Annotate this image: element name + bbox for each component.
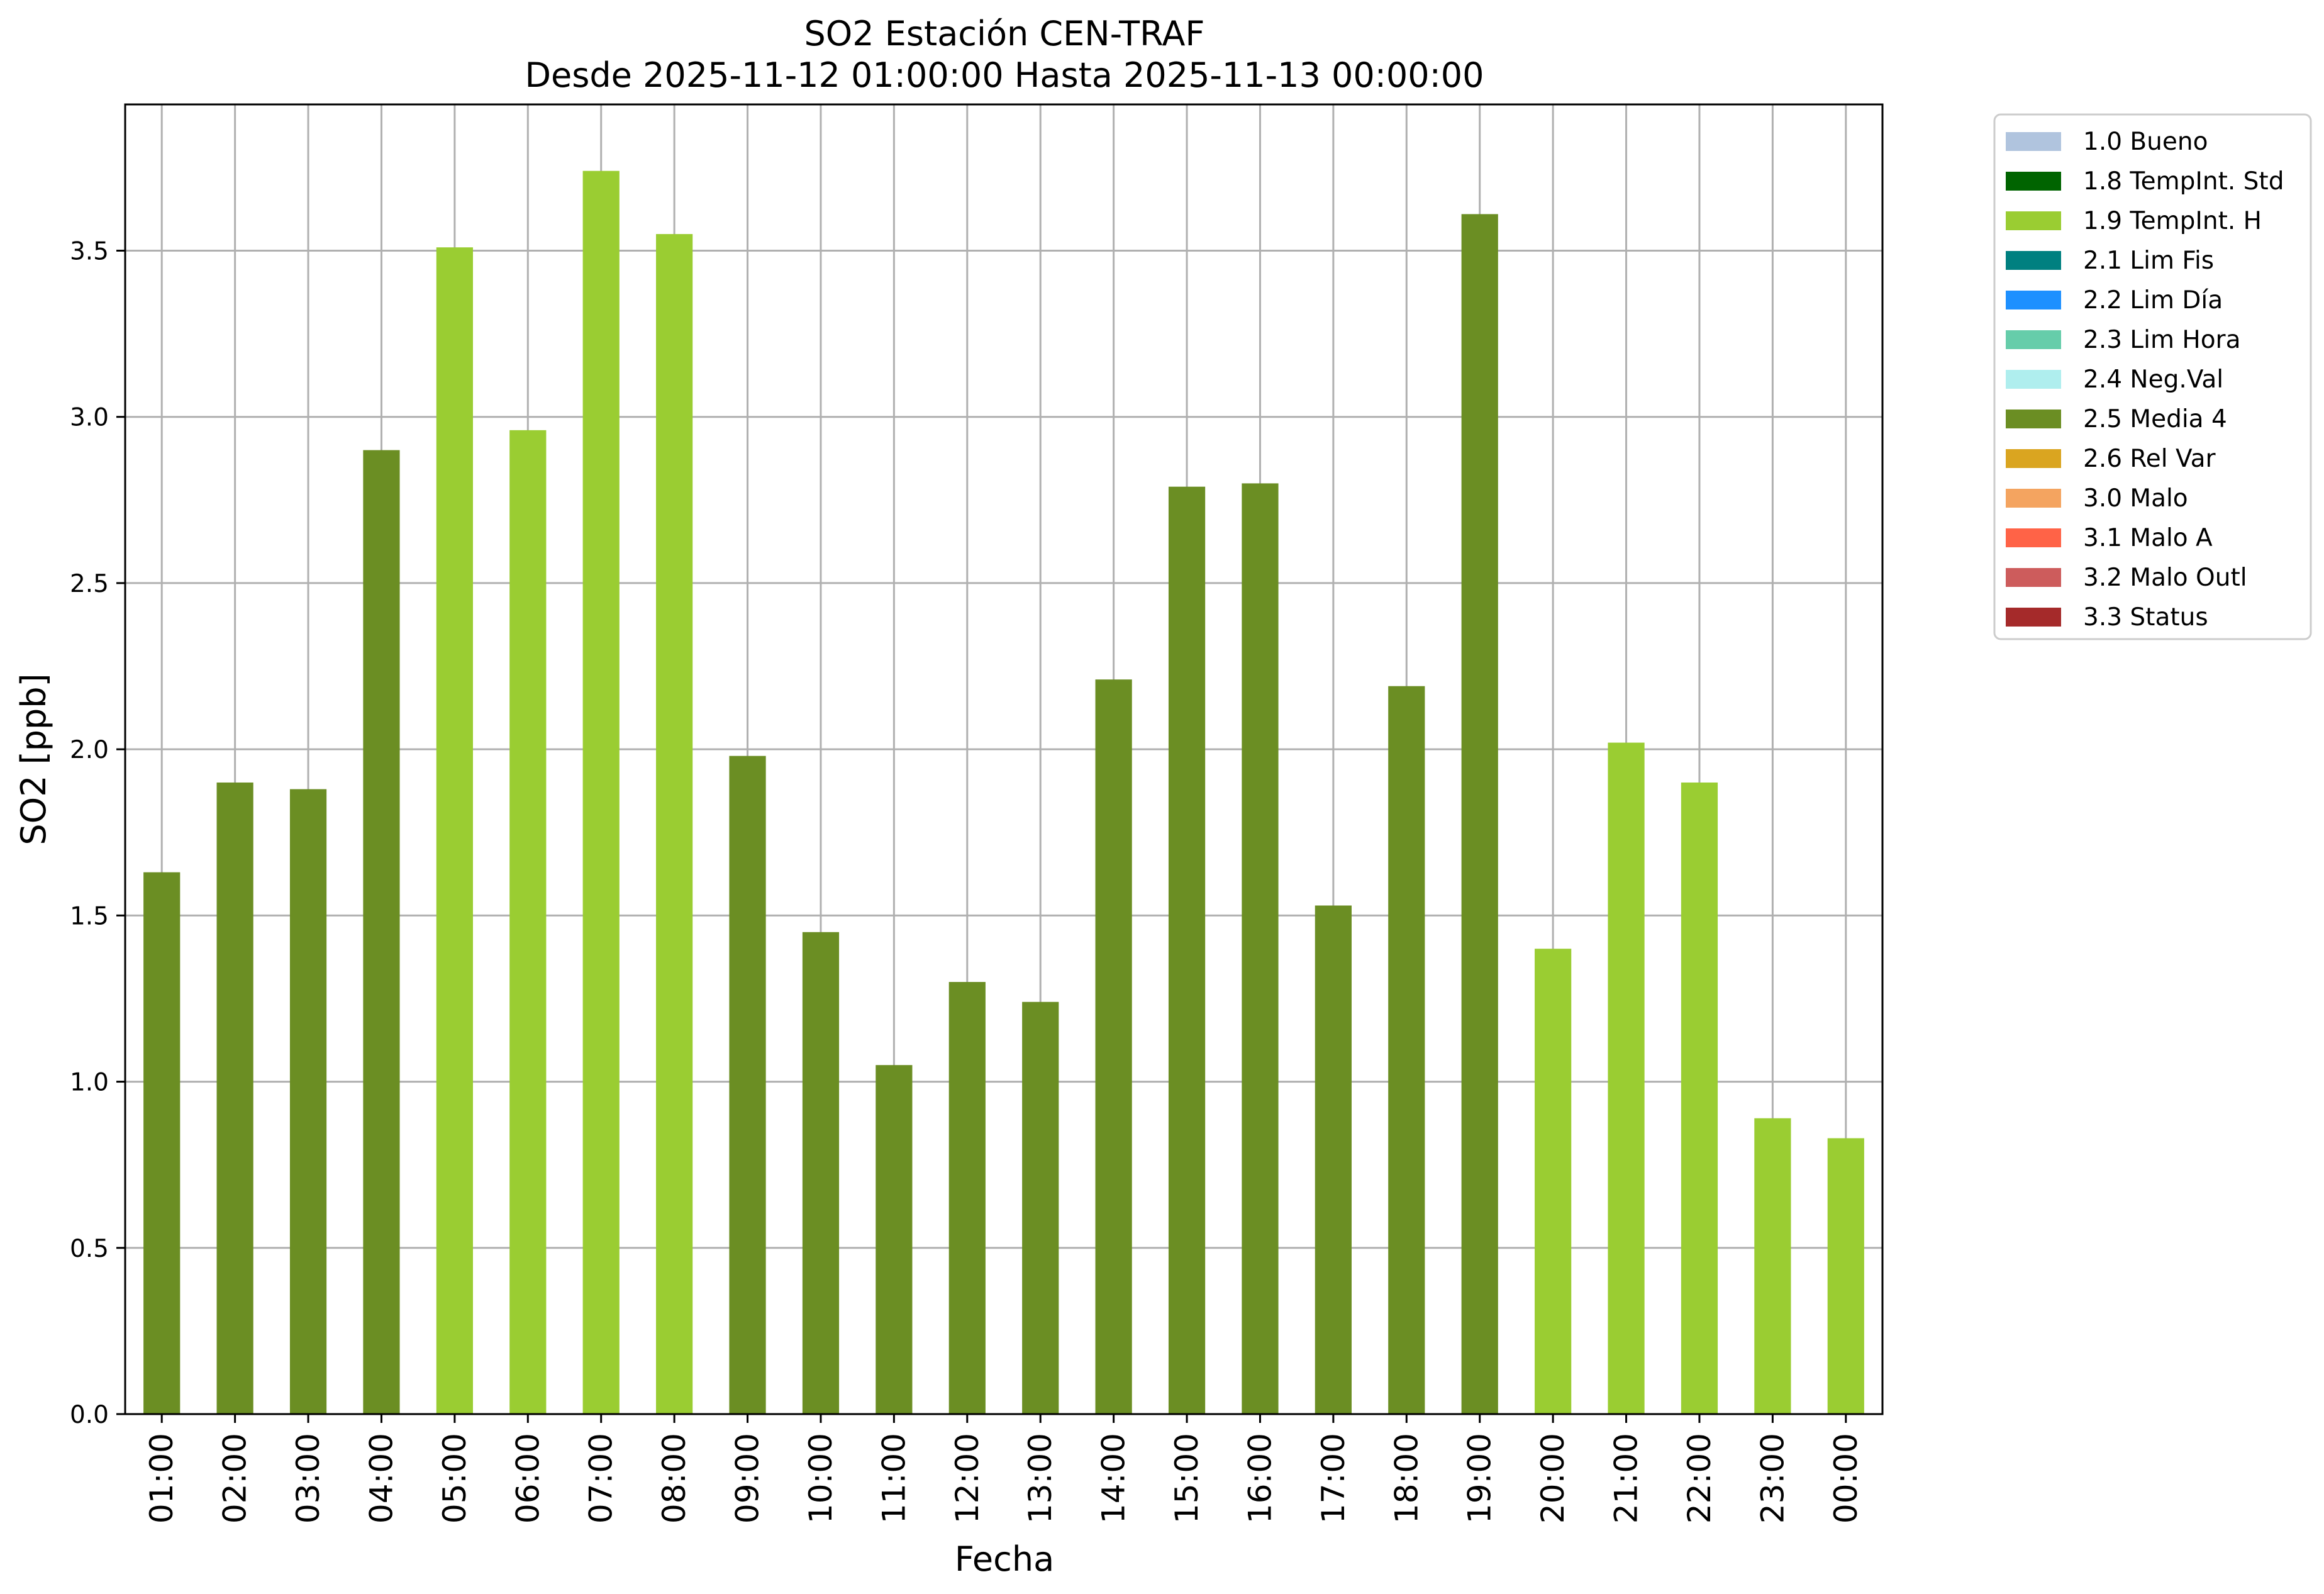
legend-swatch	[2006, 568, 2061, 587]
bar-1100	[876, 1065, 913, 1414]
x-tick-label: 11:00	[876, 1433, 912, 1524]
legend-label: 1.9 TempInt. H	[2083, 207, 2262, 235]
legend-label: 2.2 Lim Día	[2083, 286, 2223, 315]
bar-1500	[1168, 486, 1206, 1414]
legend-label: 2.5 Media 4	[2083, 405, 2227, 433]
legend-swatch	[2006, 410, 2061, 428]
bar-1200	[948, 982, 986, 1414]
legend-label: 3.3 Status	[2083, 603, 2208, 632]
x-tick-label: 22:00	[1681, 1433, 1718, 1524]
chart-title: SO2 Estación CEN-TRAF	[804, 14, 1204, 53]
legend-swatch	[2006, 449, 2061, 468]
x-tick-label: 06:00	[509, 1433, 546, 1524]
legend-swatch	[2006, 291, 2061, 309]
bar-0100	[143, 872, 181, 1414]
x-tick-label: 10:00	[803, 1433, 839, 1524]
y-tick-label: 3.0	[70, 404, 109, 432]
legend-label: 2.4 Neg.Val	[2083, 365, 2223, 394]
x-tick-label: 21:00	[1608, 1433, 1645, 1524]
x-tick-label: 00:00	[1828, 1433, 1864, 1524]
y-tick-label: 1.5	[70, 902, 109, 930]
chart-subtitle: Desde 2025-11-12 01:00:00 Hasta 2025-11-…	[525, 55, 1484, 95]
x-tick-label: 07:00	[583, 1433, 620, 1524]
x-tick-label: 15:00	[1169, 1433, 1205, 1524]
x-tick-label: 16:00	[1242, 1433, 1278, 1524]
y-tick-label: 3.5	[70, 238, 109, 266]
y-tick-label: 1.0	[70, 1069, 109, 1097]
x-tick-label: 20:00	[1535, 1433, 1571, 1524]
x-tick-label: 23:00	[1754, 1433, 1791, 1524]
bar-0200	[216, 782, 253, 1414]
y-axis-label: SO2 [ppb]	[14, 673, 53, 845]
legend-label: 3.1 Malo A	[2083, 524, 2213, 552]
bar-1800	[1388, 686, 1425, 1414]
x-tick-label: 09:00	[730, 1433, 766, 1524]
bar-1400	[1095, 679, 1132, 1414]
legend-label: 3.0 Malo	[2083, 484, 2188, 513]
x-tick-label: 17:00	[1315, 1433, 1352, 1524]
x-tick-label: 03:00	[290, 1433, 326, 1524]
bar-2300	[1754, 1118, 1791, 1414]
x-tick-label: 18:00	[1388, 1433, 1425, 1524]
x-tick-label: 13:00	[1022, 1433, 1059, 1524]
y-tick-label: 2.0	[70, 736, 109, 764]
bar-1300	[1022, 1001, 1059, 1414]
y-tick-label: 0.0	[70, 1401, 109, 1429]
legend-frame	[1993, 113, 2312, 640]
x-axis-label: Fecha	[955, 1539, 1054, 1579]
bar-2000	[1535, 949, 1572, 1414]
legend-label: 2.1 Lim Fis	[2083, 247, 2214, 275]
y-axis: 0.0 0.5 1.0 1.5 2.0 2.5 3.0 3.5	[70, 238, 125, 1429]
legend-swatch	[2006, 172, 2061, 191]
legend-swatch	[2006, 608, 2061, 627]
x-tick-label: 05:00	[436, 1433, 473, 1524]
x-tick-label: 01:00	[143, 1433, 180, 1524]
bar-0300	[289, 789, 327, 1414]
legend-swatch	[2006, 330, 2061, 349]
x-tick-label: 04:00	[363, 1433, 399, 1524]
x-tick-label: 12:00	[949, 1433, 986, 1524]
y-tick-label: 2.5	[70, 570, 109, 598]
bars	[143, 170, 1864, 1415]
bar-0500	[436, 247, 473, 1414]
legend-label: 3.2 Malo Outl	[2083, 564, 2247, 592]
x-tick-label: 19:00	[1462, 1433, 1498, 1524]
bar-0700	[582, 170, 620, 1414]
bar-0400	[363, 450, 400, 1414]
bar-2100	[1608, 742, 1645, 1414]
bar-1000	[802, 932, 840, 1414]
legend-swatch	[2006, 370, 2061, 389]
bar-2200	[1681, 782, 1718, 1414]
plot-frame	[124, 103, 1884, 1415]
bar-1900	[1461, 214, 1498, 1414]
legend-swatch	[2006, 528, 2061, 547]
bar-0600	[509, 430, 547, 1414]
y-tick-label: 0.5	[70, 1235, 109, 1263]
bar-1700	[1315, 905, 1352, 1414]
bar-0800	[656, 234, 693, 1414]
legend-swatch	[2006, 211, 2061, 230]
legend: 1.0 Bueno 1.8 TempInt. Std 1.9 TempInt. H 2…	[1993, 113, 2312, 640]
x-tick-label: 14:00	[1096, 1433, 1132, 1524]
bar-0900	[729, 755, 766, 1414]
x-tick-label: 08:00	[656, 1433, 692, 1524]
x-axis: 01:00 02:00 03:00 04:00 05:00 06:00 07:00 08:00…	[143, 1414, 1864, 1524]
legend-label: 1.8 TempInt. Std	[2083, 167, 2284, 196]
legend-label: 1.0 Bueno	[2083, 128, 2208, 156]
x-tick-label: 02:00	[217, 1433, 253, 1524]
legend-swatch	[2006, 251, 2061, 270]
legend-swatch	[2006, 489, 2061, 508]
bar-0000	[1827, 1138, 1864, 1414]
legend-label: 2.6 Rel Var	[2083, 445, 2216, 473]
legend-swatch	[2006, 132, 2061, 151]
legend-label: 2.3 Lim Hora	[2083, 326, 2241, 354]
bar-1600	[1242, 483, 1279, 1415]
